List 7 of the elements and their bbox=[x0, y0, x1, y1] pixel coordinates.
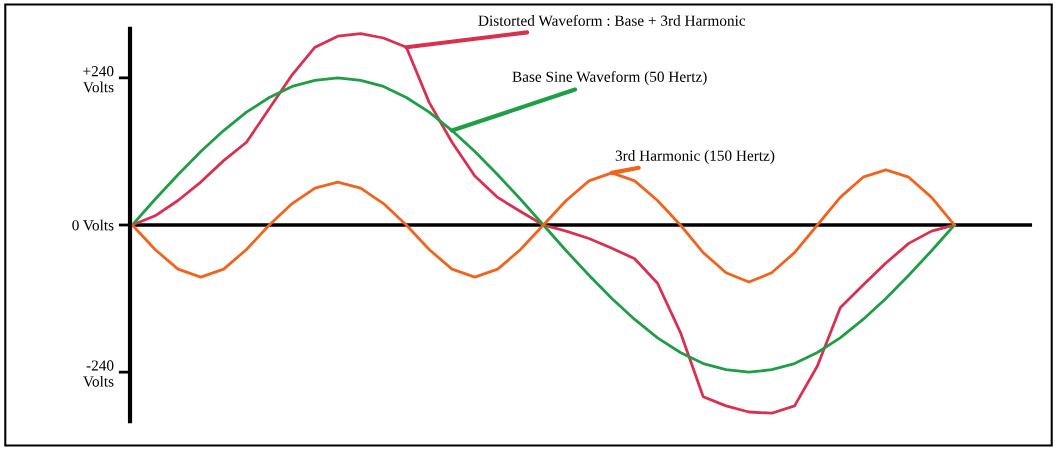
y-tick-label: -240 Volts bbox=[83, 360, 114, 387]
y-tick-label: +240 Volts bbox=[83, 66, 114, 93]
annotation: Base Sine Waveform (50 Hertz) bbox=[512, 70, 707, 86]
line-series bbox=[130, 168, 956, 284]
y-tick-label: 0 Volts bbox=[72, 219, 114, 231]
annotation: 3rd Harmonic (150 Hertz) bbox=[615, 150, 775, 164]
text: Distorted Waveform : Base + 3rd Harmonic bbox=[478, 14, 746, 26]
